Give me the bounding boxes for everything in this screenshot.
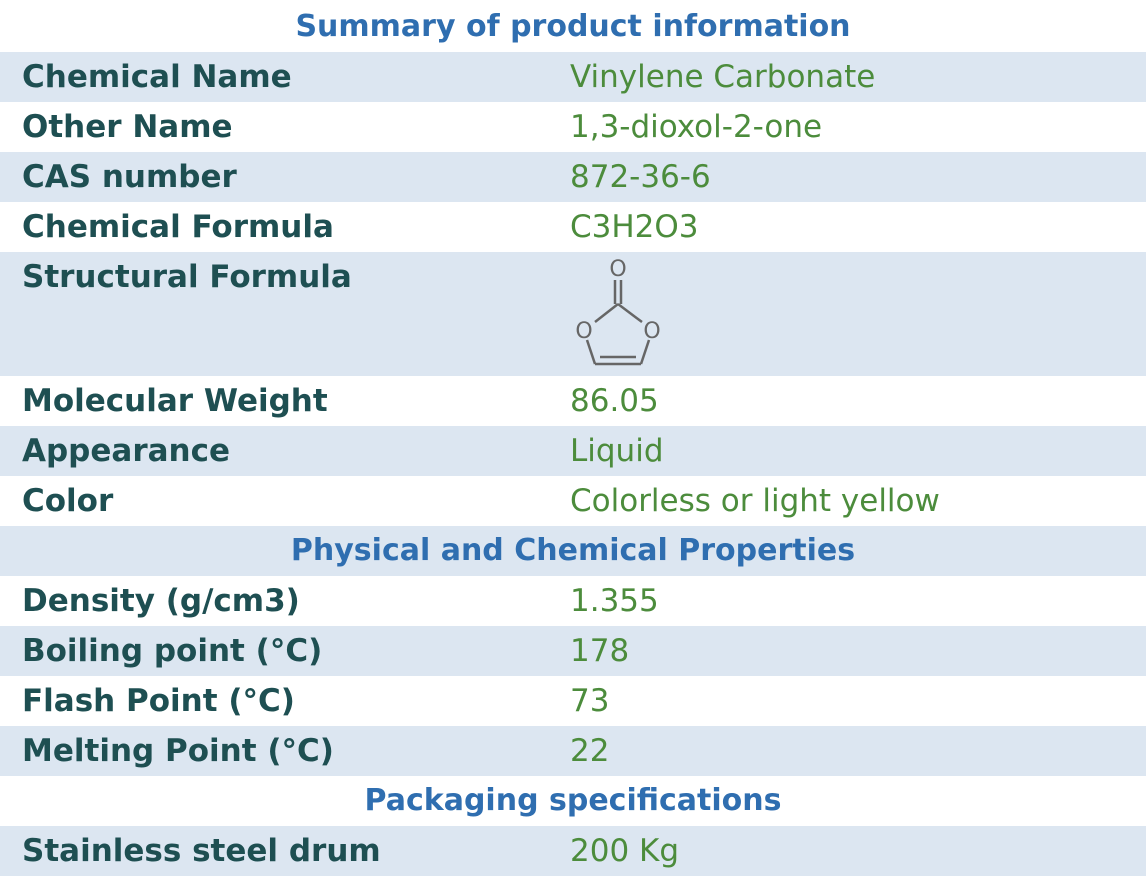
row-label: Boiling point (°C): [22, 633, 323, 669]
table-row: Boiling point (°C) 178: [0, 626, 1146, 676]
table-row: Chemical Name Vinylene Carbonate: [0, 52, 1146, 102]
row-label: CAS number: [22, 159, 237, 195]
row-label: Chemical Name: [22, 59, 292, 95]
table-row: Melting Point (°C) 22: [0, 726, 1146, 776]
row-label: Molecular Weight: [22, 383, 328, 419]
row-value: Vinylene Carbonate: [570, 59, 876, 95]
row-value: 86.05: [570, 383, 659, 419]
row-label: Melting Point (°C): [22, 733, 334, 769]
table-row: Chemical Formula C3H2O3: [0, 202, 1146, 252]
table-row: Density (g/cm3) 1.355: [0, 576, 1146, 626]
table-row: Stainless steel drum 200 Kg: [0, 826, 1146, 876]
table-row: Appearance Liquid: [0, 426, 1146, 476]
row-label: Chemical Formula: [22, 209, 334, 245]
table-row: Molecular Weight 86.05: [0, 376, 1146, 426]
row-label: Color: [22, 483, 114, 519]
row-value: 73: [570, 683, 610, 719]
row-label: Flash Point (°C): [22, 683, 295, 719]
row-value: Colorless or light yellow: [570, 483, 940, 519]
row-label: Appearance: [22, 433, 230, 469]
table-row: Flash Point (°C) 73: [0, 676, 1146, 726]
table-row: Color Colorless or light yellow: [0, 476, 1146, 526]
table-row: Structural Formula O O O: [0, 252, 1146, 376]
row-value: Liquid: [570, 433, 664, 469]
svg-text:O: O: [609, 257, 626, 282]
section-header: Physical and Chemical Properties: [0, 526, 1146, 576]
row-label: Structural Formula: [22, 259, 352, 295]
section-header: Packaging specifications: [364, 783, 782, 818]
row-value: 22: [570, 733, 610, 769]
row-label: Other Name: [22, 109, 233, 145]
row-value: 872-36-6: [570, 159, 711, 195]
structural-formula-image: O O O: [575, 257, 661, 366]
row-label: Density (g/cm3): [22, 583, 300, 619]
row-value: 200 Kg: [570, 833, 680, 869]
section-header: Summary of product information: [295, 9, 851, 44]
row-label: Stainless steel drum: [22, 833, 381, 869]
table-row: Other Name 1,3-dioxol-2-one: [0, 102, 1146, 152]
table-row: CAS number 872-36-6: [0, 152, 1146, 202]
row-value: C3H2O3: [570, 209, 699, 245]
row-value: 1.355: [570, 583, 659, 619]
svg-text:O: O: [643, 319, 660, 344]
row-value: 178: [570, 633, 630, 669]
row-value: 1,3-dioxol-2-one: [570, 109, 823, 145]
svg-text:O: O: [575, 319, 592, 344]
